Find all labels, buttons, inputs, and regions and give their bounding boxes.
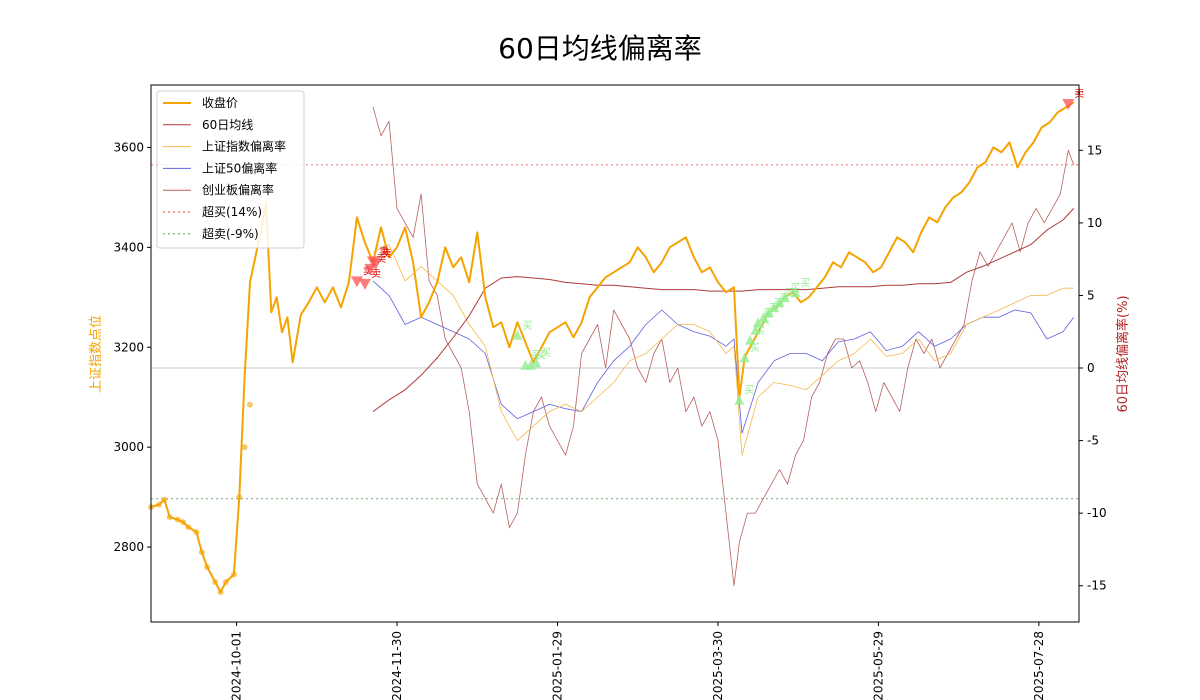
right-axis: -15 -10 -5 0 5 10 15 [1079,143,1107,593]
legend-entry: 超买(14%) [202,204,262,219]
buy-signal-marker [753,317,764,328]
close-price-marker [166,514,173,521]
x-tick-label: 2025-01-29 [551,631,565,700]
buy-signal-label: 买 [744,385,754,397]
threshold-lines [151,164,1079,500]
close-price-marker [230,571,237,578]
close-price-marker [217,589,224,596]
buy-signal-marker [734,394,745,405]
left-axis-label: 上证指数点位 [89,315,104,393]
left-tick-label: 3400 [113,240,144,254]
legend-box [156,90,305,249]
close-price-marker [193,529,200,536]
right-tick-label: 0 [1087,361,1095,375]
left-axis: 2800 3000 3200 3400 3600 [113,140,151,554]
sell-signal-label: 卖 [371,268,381,280]
buy-signal-label: 买 [536,350,546,362]
right-axis-label: 60日均线偏离率(%) [1115,295,1131,412]
sell-signal-marker [1062,98,1075,110]
sell-signal-label: 卖 [376,253,386,265]
buy-signal-marker [774,297,785,308]
x-tick-label: 2024-10-01 [230,631,244,700]
legend-entry: 上证50偏离率 [202,160,277,175]
buy-signal-marker [763,307,774,318]
legend-entry: 超卖(-9%) [202,226,259,241]
sz50-deviation-line [372,280,1075,434]
buy-signal-marker [790,287,801,298]
buy-signal-marker [745,334,756,345]
right-tick-label: -10 [1087,506,1107,520]
right-tick-label: -5 [1087,434,1099,448]
buy-signal-marker [512,329,523,340]
close-price-marker [161,496,168,503]
buy-signal-marker [769,302,780,313]
right-tick-label: 5 [1087,288,1095,302]
close-price-marker [180,519,187,526]
buy-signal-label: 买 [750,342,760,354]
legend-entry: 收盘价 [202,95,238,110]
buy-signal-label: 买 [784,287,794,299]
sh-deviation-line [372,244,1074,456]
close-price-line [151,101,1075,593]
signals-layer: 卖卖卖卖卖卖买买买买买买买买买买买买买买买 [148,88,1084,596]
x-axis: 2024-10-01 2024-11-30 2025-01-29 2025-03-30… [230,622,1046,700]
buy-signal-label: 买 [530,350,540,362]
buy-signal-marker [779,292,790,303]
close-price-marker [185,524,192,531]
buy-signal-label: 买 [522,320,532,332]
chart-title: 60日均线偏离率 [498,32,702,65]
series-layer [151,101,1075,593]
legend-entry: 上证指数偏离率 [202,139,286,154]
close-price-marker [241,444,248,451]
close-price-marker [246,401,253,408]
close-price-marker [222,579,229,586]
left-tick-label: 3200 [113,340,144,354]
close-price-marker [236,494,243,501]
left-tick-label: 3000 [113,440,144,454]
sell-signal-marker [369,258,382,270]
close-price-marker [204,564,211,571]
x-tick-label: 2025-05-29 [871,631,885,700]
left-tick-label: 3600 [113,140,144,154]
right-tick-label: 10 [1087,216,1102,230]
close-price-marker [198,549,205,556]
right-tick-label: 15 [1087,143,1102,157]
sell-signal-label: 卖 [382,248,392,260]
left-tick-label: 2800 [113,540,144,554]
sell-signal-marker [358,278,371,290]
legend-entry: 创业板偏离率 [202,182,274,197]
buy-signal-label: 买 [541,347,551,359]
cyb-deviation-line [372,106,1075,587]
buy-signal-marker [750,324,761,335]
buy-signal-marker [531,357,542,368]
buy-signal-label: 买 [801,277,811,289]
buy-signal-label: 买 [790,282,800,294]
right-tick-label: -15 [1087,579,1107,593]
sell-signal-label: 卖 [363,265,373,277]
legend-entry: 60日均线 [202,118,253,132]
plot-frame [150,84,1080,623]
buy-signal-marker [758,312,769,323]
close-price-marker [212,579,219,586]
x-tick-label: 2025-03-30 [711,631,725,700]
x-tick-label: 2024-11-30 [390,631,404,700]
close-price-marker [156,501,163,508]
close-price-marker [174,516,181,523]
buy-signal-marker [739,352,750,363]
sell-signal-label: 卖 [379,245,389,257]
buy-signal-label: 买 [755,325,765,337]
x-tick-label: 2025-07-28 [1032,631,1046,700]
